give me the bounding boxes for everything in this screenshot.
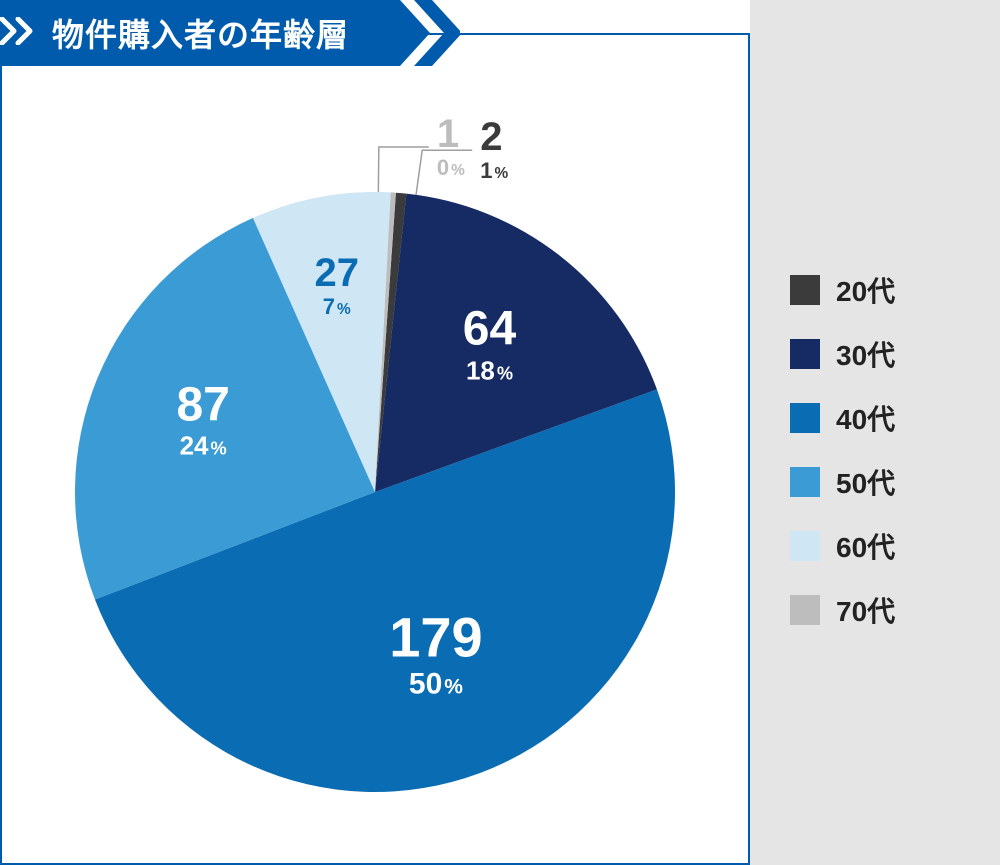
chevron-right-icon — [0, 17, 40, 50]
legend-item-50s: 50代 — [790, 462, 895, 502]
legend-label: 20代 — [836, 270, 895, 310]
legend-item-20s: 20代 — [790, 270, 895, 310]
legend-swatch — [790, 339, 820, 369]
legend: 20代 30代 40代 50代 60代 70代 — [790, 270, 895, 654]
legend-item-40s: 40代 — [790, 398, 895, 438]
pie-svg — [75, 192, 675, 792]
title-banner: 物件購入者の年齢層 — [0, 0, 460, 66]
chart-title: 物件購入者の年齢層 — [52, 10, 349, 56]
legend-swatch — [790, 531, 820, 561]
legend-swatch — [790, 467, 820, 497]
legend-item-30s: 30代 — [790, 334, 895, 374]
legend-swatch — [790, 595, 820, 625]
legend-label: 50代 — [836, 462, 895, 502]
chart-page: 物件購入者の年齢層 21%6418%17950%8724%277%10% 20代… — [0, 0, 1000, 865]
legend-item-60s: 60代 — [790, 526, 895, 566]
legend-label: 70代 — [836, 590, 895, 630]
legend-label: 60代 — [836, 526, 895, 566]
legend-label: 30代 — [836, 334, 895, 374]
legend-item-70s: 70代 — [790, 590, 895, 630]
pie-chart — [75, 192, 675, 792]
legend-swatch — [790, 403, 820, 433]
legend-swatch — [790, 275, 820, 305]
legend-label: 40代 — [836, 398, 895, 438]
